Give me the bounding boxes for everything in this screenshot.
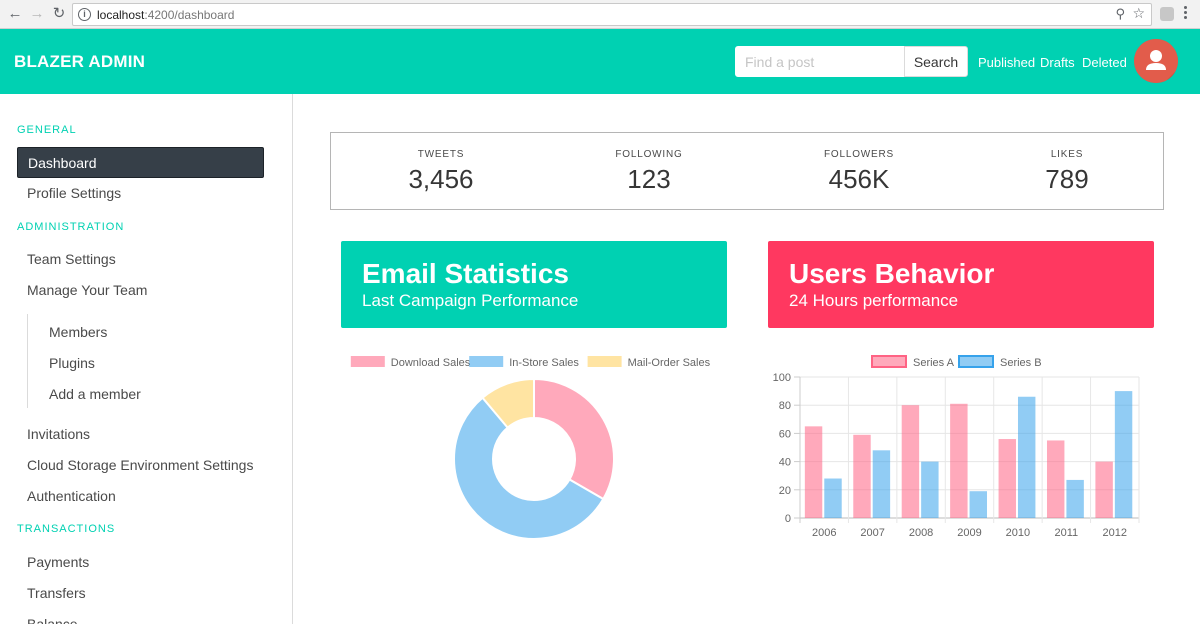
- search-input[interactable]: [735, 46, 905, 77]
- bar-series-b-2009: [969, 491, 987, 518]
- y-tick-label: 40: [779, 457, 791, 469]
- bar-series-a-2012: [1095, 461, 1113, 518]
- sidebar-item-add-member[interactable]: Add a member: [49, 386, 141, 402]
- legend-swatch-2: [587, 356, 622, 367]
- sidebar-item-cloud-storage[interactable]: Cloud Storage Environment Settings: [27, 457, 254, 473]
- address-url: localhost:4200/dashboard: [97, 8, 235, 22]
- brand-title[interactable]: BLAZER ADMIN: [14, 52, 146, 71]
- bookmark-star-icon[interactable]: ☆: [1132, 5, 1145, 21]
- legend-swatch-0: [350, 356, 385, 367]
- bar-series-a-2007: [853, 434, 871, 518]
- stat-likes: LIKES 789: [963, 133, 1171, 195]
- stat-heading: TWEETS: [417, 149, 465, 160]
- sidebar-item-manage-team[interactable]: Manage Your Team: [27, 282, 148, 298]
- hero-title: Email Statistics: [362, 258, 569, 289]
- stat-followers: FOLLOWERS 456K: [755, 133, 963, 195]
- legend-label-2: Mail-Order Sales: [628, 357, 711, 369]
- y-tick-label: 0: [785, 513, 791, 525]
- bar-series-b-2007: [872, 450, 891, 518]
- bar-series-b-2010: [1017, 396, 1036, 518]
- doughnut-slice-2: [481, 377, 535, 430]
- bar-series-a-2009: [950, 403, 968, 518]
- stat-heading: FOLLOWING: [615, 149, 683, 160]
- sidebar-item-invitations[interactable]: Invitations: [27, 426, 91, 442]
- sidebar-menu: GENERAL Dashboard Profile Settings ADMIN…: [0, 94, 293, 624]
- menu-label-general: GENERAL: [17, 124, 77, 136]
- menu-label-administration: ADMINISTRATION: [17, 221, 125, 233]
- info-icon[interactable]: i: [78, 8, 91, 21]
- sidebar-item-plugins[interactable]: Plugins: [49, 355, 95, 371]
- browser-toolbar: ← → ↻ i localhost:4200/dashboard ⚲ ☆: [0, 0, 1200, 29]
- nav-link-drafts[interactable]: Drafts: [1040, 55, 1075, 70]
- stat-heading: FOLLOWERS: [824, 149, 894, 160]
- top-navbar: BLAZER ADMIN Search Published Drafts Del…: [0, 29, 1200, 94]
- bar-series-b-2008: [921, 461, 939, 518]
- nav-link-published[interactable]: Published: [978, 55, 1036, 70]
- hero-subtitle: 24 Hours performance: [789, 291, 959, 310]
- x-tick-label: 2008: [909, 527, 933, 539]
- x-tick-label: 2007: [860, 527, 884, 539]
- search-button[interactable]: Search: [904, 46, 968, 77]
- reload-icon[interactable]: ↻: [52, 5, 66, 22]
- stat-value: 789: [1045, 164, 1089, 194]
- extension-icon[interactable]: [1160, 7, 1174, 21]
- legend-label-1: In-Store Sales: [509, 357, 579, 369]
- stat-tweets: TWEETS 3,456: [337, 133, 545, 195]
- legend-swatch-1: [958, 355, 994, 368]
- sidebar-item-profile-settings[interactable]: Profile Settings: [27, 185, 122, 201]
- sidebar-item-transfers[interactable]: Transfers: [27, 585, 86, 601]
- user-avatar[interactable]: [1134, 39, 1178, 83]
- bar-series-b-2011: [1066, 479, 1084, 518]
- bar-series-a-2008: [901, 405, 920, 518]
- x-tick-label: 2006: [812, 527, 836, 539]
- bar-series-b-2012: [1114, 391, 1133, 518]
- hero-title: Users Behavior: [789, 258, 995, 289]
- stat-value: 123: [627, 164, 671, 194]
- doughnut-slice-1: [453, 396, 605, 540]
- x-tick-label: 2012: [1103, 527, 1127, 539]
- legend-label-0: Download Sales: [391, 357, 471, 369]
- sidebar-item-authentication[interactable]: Authentication: [27, 488, 116, 504]
- zoom-icon[interactable]: ⚲: [1115, 6, 1125, 21]
- y-tick-label: 100: [773, 372, 791, 384]
- legend-swatch-0: [871, 355, 907, 368]
- stats-level: TWEETS 3,456 FOLLOWING 123 FOLLOWERS 456…: [330, 132, 1164, 210]
- sidebar-item-members[interactable]: Members: [49, 324, 108, 340]
- address-bar[interactable]: i localhost:4200/dashboard ⚲ ☆: [72, 3, 1152, 26]
- menu-label-transactions: TRANSACTIONS: [17, 523, 116, 535]
- legend-swatch-1: [469, 356, 504, 367]
- stat-value: 456K: [828, 164, 890, 194]
- y-tick-label: 60: [779, 428, 791, 440]
- hero-subtitle: Last Campaign Performance: [362, 291, 579, 310]
- bar-series-a-2006: [804, 426, 823, 518]
- doughnut-slice-0: [533, 377, 615, 501]
- browser-menu-icon[interactable]: [1184, 6, 1188, 21]
- users-behavior-hero: Users Behavior 24 Hours performance: [768, 241, 1154, 328]
- bar-series-b-2006: [824, 478, 842, 518]
- email-statistics-hero: Email Statistics Last Campaign Performan…: [341, 241, 727, 328]
- x-tick-label: 2009: [957, 527, 981, 539]
- stat-following: FOLLOWING 123: [545, 133, 753, 195]
- bar-series-a-2011: [1046, 440, 1065, 518]
- legend-label-0: Series A: [913, 357, 955, 369]
- bar-series-a-2010: [998, 439, 1016, 518]
- sidebar-item-balance[interactable]: Balance: [27, 616, 78, 624]
- stat-value: 3,456: [408, 164, 474, 194]
- forward-arrow-icon[interactable]: →: [29, 5, 45, 22]
- user-icon: [1134, 39, 1178, 83]
- y-tick-label: 20: [779, 485, 791, 497]
- x-tick-label: 2010: [1006, 527, 1030, 539]
- sidebar-item-team-settings[interactable]: Team Settings: [27, 251, 116, 267]
- submenu-divider: [27, 314, 29, 408]
- nav-link-deleted[interactable]: Deleted: [1082, 55, 1127, 70]
- x-tick-label: 2011: [1055, 527, 1079, 539]
- sidebar-item-dashboard[interactable]: Dashboard: [17, 147, 264, 178]
- stat-heading: LIKES: [1050, 149, 1084, 160]
- sidebar-item-payments[interactable]: Payments: [27, 554, 90, 570]
- y-tick-label: 80: [779, 400, 791, 412]
- back-arrow-icon[interactable]: ←: [7, 5, 23, 22]
- bar-chart: Series A Series B 0 20 40 60 80 100 2006 2007 2008…: [773, 355, 1140, 539]
- doughnut-chart: Download Sales In-Store Sales Mail-Order S…: [350, 356, 711, 540]
- legend-label-1: Series B: [1000, 357, 1042, 369]
